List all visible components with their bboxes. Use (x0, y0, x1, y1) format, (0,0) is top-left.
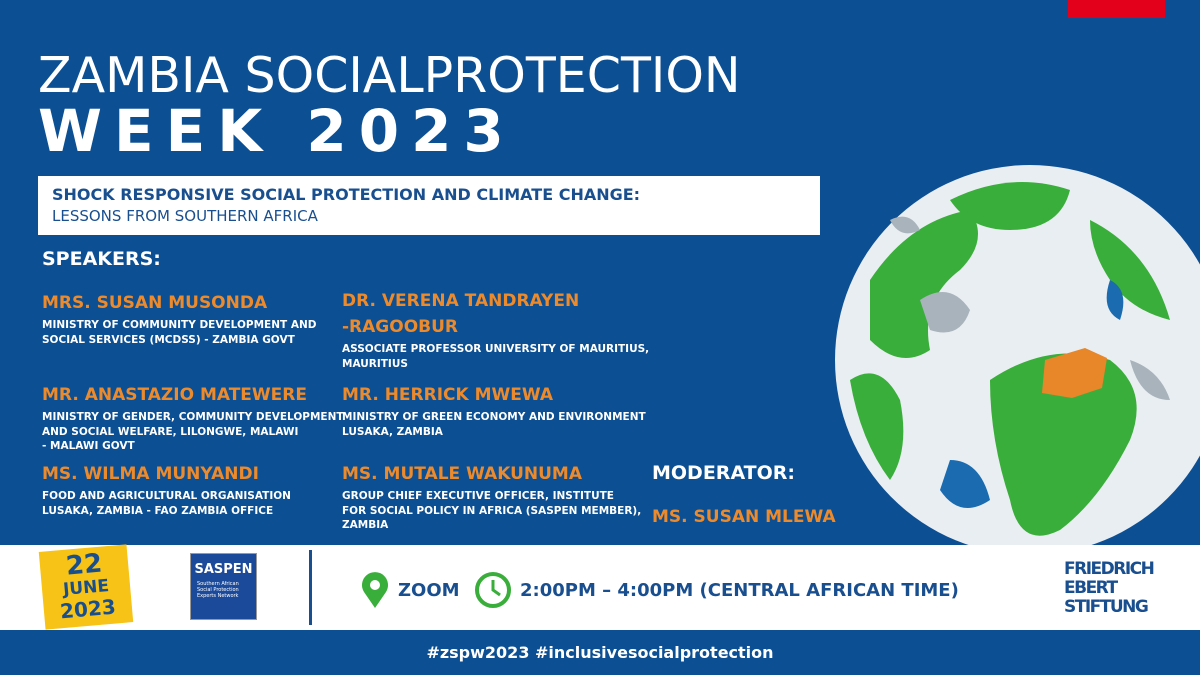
speakers-label: SPEAKERS: (42, 248, 161, 270)
tagline: Southern African (197, 581, 239, 587)
speaker-name: DR. VERENA TANDRAYEN (342, 291, 580, 311)
speaker-name: MR. HERRICK MWEWA (342, 385, 554, 405)
speaker-affiliation: FOR SOCIAL POLICY IN AFRICA (SASPEN MEMB… (342, 504, 642, 517)
speaker-name: MS. WILMA MUNYANDI (42, 464, 259, 484)
speaker-affiliation: ASSOCIATE PROFESSOR UNIVERSITY OF MAURIT… (342, 343, 650, 355)
moderator-label: MODERATOR: (652, 462, 796, 484)
speaker-affiliation: SOCIAL SERVICES (MCDSS) - ZAMBIA GOVT (42, 333, 295, 346)
fes-text: EBERT (1064, 578, 1118, 598)
clock-icon (475, 572, 511, 608)
pin-icon (362, 572, 388, 608)
speaker-affiliation: FOOD AND AGRICULTURAL ORGANISATION (42, 490, 291, 502)
tagline: Experts Network (197, 593, 239, 599)
time: 2:00PM – 4:00PM (CENTRAL AFRICAN TIME) (520, 580, 959, 601)
speaker-affiliation: MINISTRY OF COMMUNITY DEVELOPMENT AND (42, 319, 317, 331)
fes-text: FRIEDRICH (1064, 559, 1155, 579)
speaker-affiliation: LUSAKA, ZAMBIA - FAO ZAMBIA OFFICE (42, 504, 274, 517)
topic-box: SHOCK RESPONSIVE SOCIAL PROTECTION AND C… (38, 176, 820, 235)
speaker-name: MRS. SUSAN MUSONDA (42, 293, 268, 313)
fes-text: STIFTUNG (1064, 597, 1149, 617)
date-note: 22 JUNE 2023 (38, 544, 134, 630)
saspen-name: SASPEN (194, 562, 253, 577)
title: WEEK 2023 (38, 97, 516, 165)
speaker-affiliation: AND SOCIAL WELFARE, LILONGWE, MALAWI (42, 425, 299, 438)
speaker-affiliation: LUSAKA, ZAMBIA (342, 425, 443, 438)
hashtags: #zspw2023 #inclusivesocialprotection (426, 643, 774, 662)
venue: ZOOM (398, 580, 460, 601)
speaker-name: MR. ANASTAZIO MATEWERE (42, 385, 307, 405)
speaker-affiliation: MINISTRY OF GREEN ECONOMY AND ENVIRONMEN… (342, 411, 646, 423)
speaker-affiliation: - MALAWI GOVT (42, 440, 135, 452)
fes-logo: FRIEDRICH EBERT STIFTUNG (1064, 559, 1155, 617)
topic: LESSONS FROM SOUTHERN AFRICA (52, 207, 318, 225)
speaker-affiliation: MAURITIUS (342, 357, 408, 370)
speaker-name: -RAGOOBUR (342, 317, 459, 337)
divider (309, 550, 312, 625)
speaker-affiliation: MINISTRY OF GENDER, COMMUNITY DEVELOPMEN… (42, 411, 344, 423)
title: ZAMBIA SOCIALPROTECTION (38, 47, 741, 104)
globe (835, 165, 1200, 555)
topic: SHOCK RESPONSIVE SOCIAL PROTECTION AND C… (52, 185, 641, 204)
red-tab (1068, 0, 1165, 18)
tagline: Social Protection (197, 587, 239, 593)
speaker-name: MS. MUTALE WAKUNUMA (342, 464, 582, 484)
speaker-affiliation: ZAMBIA (342, 519, 389, 531)
saspen-tagline: Southern African Social Protection Experts… (197, 581, 256, 599)
moderator-name: MS. SUSAN MLEWA (652, 507, 836, 527)
saspen-logo: SASPEN Southern African Social Protection… (190, 553, 257, 620)
speaker-affiliation: GROUP CHIEF EXECUTIVE OFFICER, INSTITUTE (342, 490, 614, 502)
